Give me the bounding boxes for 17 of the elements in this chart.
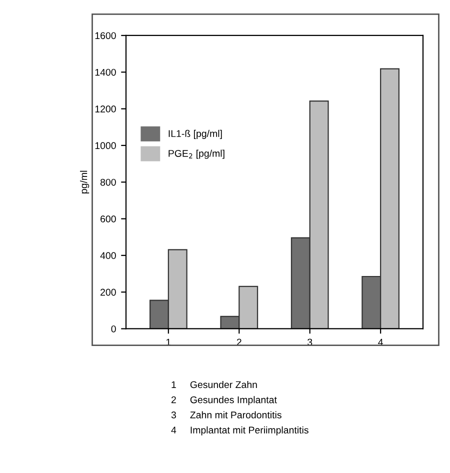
text: 2 Gesundes Implantat	[171, 396, 277, 406]
y-tick-label: 0	[111, 325, 116, 332]
y-tick-label: 200	[100, 288, 116, 296]
y-tick-label: 800	[100, 178, 116, 186]
y-tick-label: 1600	[95, 32, 116, 40]
y-tick-label: 600	[100, 215, 116, 222]
text: 4 Implantat mit Periimplantitis	[171, 426, 308, 436]
text: 3 Zahn mit Parodontitis	[171, 411, 282, 418]
y-tick-label: 400	[100, 252, 116, 260]
y-tick-label: 1200	[95, 106, 116, 112]
y-axis-title: pg/ml	[80, 170, 90, 194]
y-tick-label: 1400	[95, 68, 116, 76]
legend-label: PGE$_{2}$ [pg/ml]	[168, 150, 224, 159]
legend-label: IL1-ß [pg/ml]	[168, 130, 222, 139]
text: 1 Gesunder Zahn	[172, 380, 257, 388]
x-tick-label: 4	[378, 338, 383, 346]
y-tick-label: 1000	[95, 142, 116, 150]
